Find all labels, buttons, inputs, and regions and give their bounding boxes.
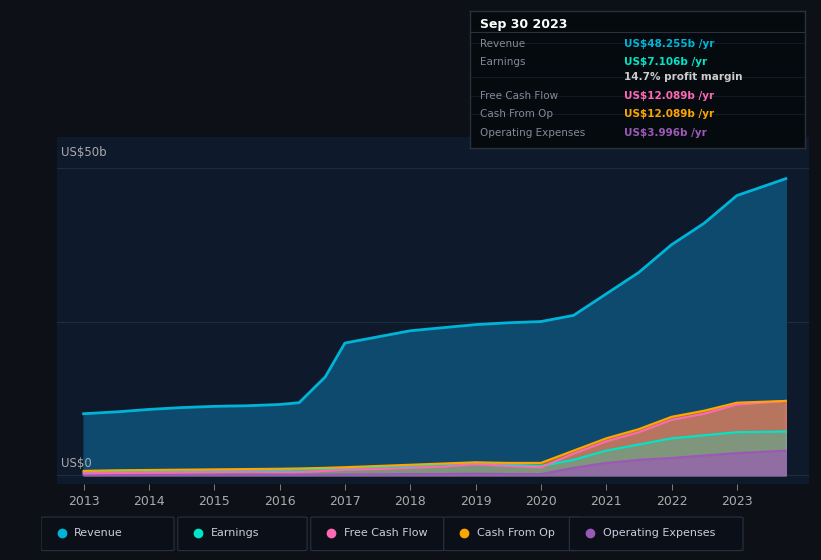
Text: 14.7% profit margin: 14.7% profit margin	[624, 72, 742, 82]
Text: US$0: US$0	[61, 458, 91, 470]
Text: Cash From Op: Cash From Op	[477, 529, 555, 538]
Text: Free Cash Flow: Free Cash Flow	[344, 529, 428, 538]
Text: US$7.106b /yr: US$7.106b /yr	[624, 57, 707, 67]
FancyBboxPatch shape	[310, 517, 443, 550]
Text: US$12.089b /yr: US$12.089b /yr	[624, 91, 713, 101]
FancyBboxPatch shape	[41, 517, 174, 550]
Text: Earnings: Earnings	[211, 529, 259, 538]
FancyBboxPatch shape	[178, 517, 307, 550]
Text: US$3.996b /yr: US$3.996b /yr	[624, 128, 706, 138]
Text: Operating Expenses: Operating Expenses	[603, 529, 715, 538]
Text: Free Cash Flow: Free Cash Flow	[479, 91, 557, 101]
Text: Operating Expenses: Operating Expenses	[479, 128, 585, 138]
Text: Sep 30 2023: Sep 30 2023	[479, 18, 567, 31]
FancyBboxPatch shape	[444, 517, 580, 550]
Text: US$12.089b /yr: US$12.089b /yr	[624, 109, 713, 119]
Text: Cash From Op: Cash From Op	[479, 109, 553, 119]
Text: Revenue: Revenue	[75, 529, 123, 538]
Text: Revenue: Revenue	[479, 39, 525, 49]
Text: Earnings: Earnings	[479, 57, 525, 67]
FancyBboxPatch shape	[570, 517, 743, 550]
Text: US$48.255b /yr: US$48.255b /yr	[624, 39, 714, 49]
Text: US$50b: US$50b	[61, 146, 107, 158]
